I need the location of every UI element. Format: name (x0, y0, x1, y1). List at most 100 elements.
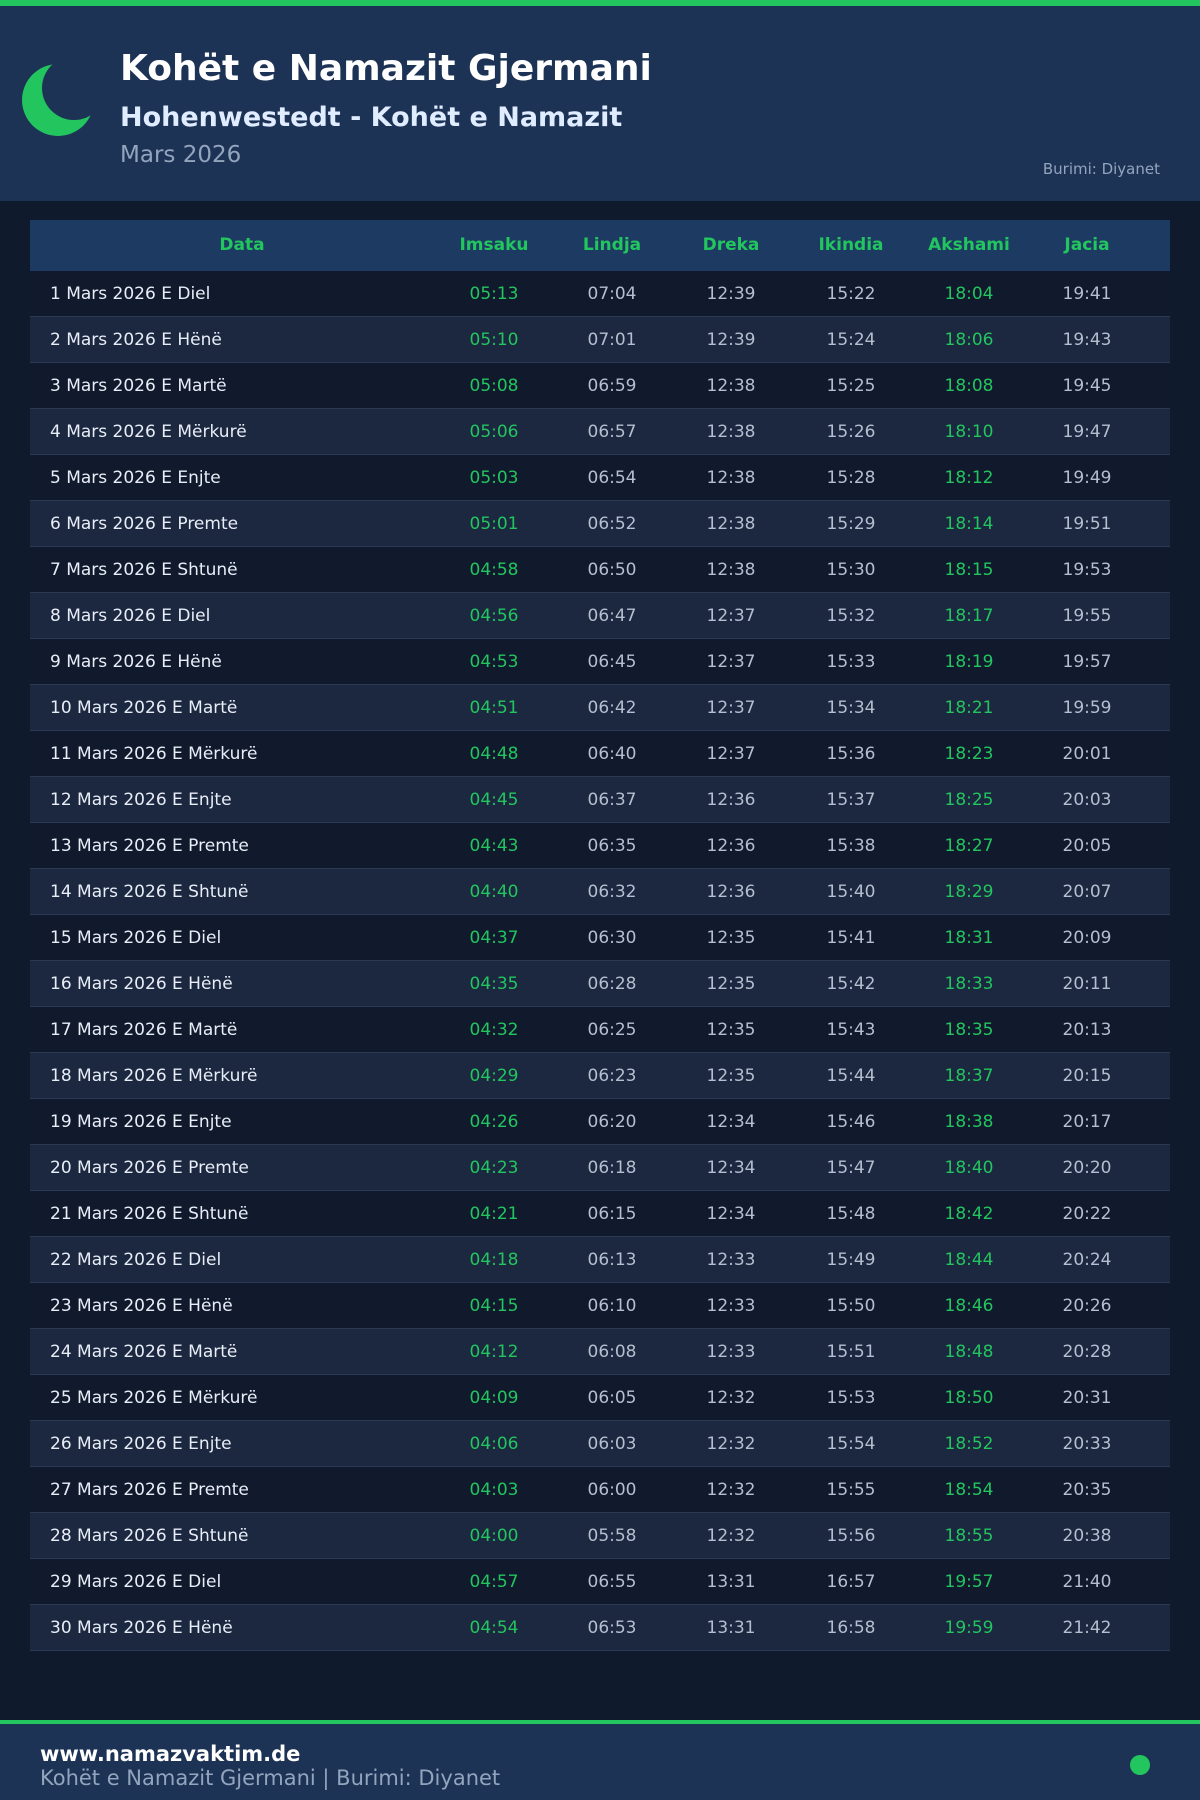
time-cell: 06:37 (587, 790, 637, 810)
time-cell: 19:57 (1062, 652, 1112, 672)
time-cell: 20:17 (1062, 1112, 1112, 1132)
time-cell: 18:19 (944, 652, 994, 672)
time-cell: 20:35 (1062, 1480, 1112, 1500)
time-cell: 12:38 (706, 376, 756, 396)
time-cell: 12:37 (706, 606, 756, 626)
time-cell: 15:50 (826, 1296, 876, 1316)
time-cell: 04:06 (469, 1434, 519, 1454)
table-row: 3 Mars 2026 E Martë 05:08 06:59 12:38 15:25 1… (30, 363, 1170, 409)
time-cell: 12:35 (706, 1020, 756, 1040)
table-row: 17 Mars 2026 E Martë 04:32 06:25 12:35 15:43… (30, 1007, 1170, 1053)
time-cell: 07:04 (587, 284, 637, 304)
footer-site[interactable]: www.namazvaktim.de (40, 1742, 301, 1766)
column-header: Jacia (1064, 235, 1110, 255)
time-cell: 19:43 (1062, 330, 1112, 350)
time-cell: 04:12 (469, 1342, 519, 1362)
time-cell: 12:38 (706, 514, 756, 534)
header (0, 6, 1200, 201)
time-cell: 20:20 (1062, 1158, 1112, 1178)
time-cell: 05:06 (469, 422, 519, 442)
time-cell: 12:32 (706, 1480, 756, 1500)
time-cell: 15:56 (826, 1526, 876, 1546)
time-cell: 20:13 (1062, 1020, 1112, 1040)
date-cell: 12 Mars 2026 E Enjte (50, 790, 232, 810)
table-row: 24 Mars 2026 E Martë 04:12 06:08 12:33 15:51… (30, 1329, 1170, 1375)
table-row: 28 Mars 2026 E Shtunë 04:00 05:58 12:32 15:5… (30, 1513, 1170, 1559)
time-cell: 15:55 (826, 1480, 876, 1500)
time-cell: 18:48 (944, 1342, 994, 1362)
time-cell: 04:29 (469, 1066, 519, 1086)
date-cell: 8 Mars 2026 E Diel (50, 606, 211, 626)
time-cell: 06:54 (587, 468, 637, 488)
time-cell: 15:54 (826, 1434, 876, 1454)
time-cell: 06:50 (587, 560, 637, 580)
time-cell: 06:18 (587, 1158, 637, 1178)
footer-text: Kohët e Namazit Gjermani | Burimi: Diyan… (40, 1766, 501, 1790)
time-cell: 19:55 (1062, 606, 1112, 626)
time-cell: 04:43 (469, 836, 519, 856)
time-cell: 18:40 (944, 1158, 994, 1178)
time-cell: 12:33 (706, 1250, 756, 1270)
time-cell: 06:25 (587, 1020, 637, 1040)
time-cell: 06:13 (587, 1250, 637, 1270)
time-cell: 18:27 (944, 836, 994, 856)
date-cell: 9 Mars 2026 E Hënë (50, 652, 222, 672)
time-cell: 20:11 (1062, 974, 1112, 994)
time-cell: 12:34 (706, 1112, 756, 1132)
time-cell: 12:32 (706, 1434, 756, 1454)
date-cell: 2 Mars 2026 E Hënë (50, 330, 222, 350)
time-cell: 06:52 (587, 514, 637, 534)
time-cell: 18:52 (944, 1434, 994, 1454)
time-cell: 04:18 (469, 1250, 519, 1270)
time-cell: 18:38 (944, 1112, 994, 1132)
time-cell: 18:06 (944, 330, 994, 350)
time-cell: 04:23 (469, 1158, 519, 1178)
time-cell: 13:31 (706, 1618, 756, 1638)
time-cell: 18:29 (944, 882, 994, 902)
time-cell: 06:35 (587, 836, 637, 856)
time-cell: 12:34 (706, 1204, 756, 1224)
time-cell: 18:50 (944, 1388, 994, 1408)
time-cell: 19:57 (944, 1572, 994, 1592)
table-row: 11 Mars 2026 E Mërkurë 04:48 06:40 12:37 15:… (30, 731, 1170, 777)
time-cell: 04:26 (469, 1112, 519, 1132)
time-cell: 04:15 (469, 1296, 519, 1316)
time-cell: 19:59 (1062, 698, 1112, 718)
time-cell: 12:35 (706, 974, 756, 994)
time-cell: 18:33 (944, 974, 994, 994)
time-cell: 07:01 (587, 330, 637, 350)
table-row: 2 Mars 2026 E Hënë 05:10 07:01 12:39 15:24 18… (30, 317, 1170, 363)
table-row: 14 Mars 2026 E Shtunë 04:40 06:32 12:36 15:4… (30, 869, 1170, 915)
time-cell: 15:28 (826, 468, 876, 488)
time-cell: 12:39 (706, 330, 756, 350)
time-cell: 12:36 (706, 790, 756, 810)
date-cell: 21 Mars 2026 E Shtunë (50, 1204, 249, 1224)
time-cell: 15:25 (826, 376, 876, 396)
table-row: 8 Mars 2026 E Diel 04:56 06:47 12:37 15:32 18… (30, 593, 1170, 639)
time-cell: 06:10 (587, 1296, 637, 1316)
time-cell: 18:08 (944, 376, 994, 396)
time-cell: 13:31 (706, 1572, 756, 1592)
time-cell: 06:45 (587, 652, 637, 672)
date-cell: 7 Mars 2026 E Shtunë (50, 560, 238, 580)
time-cell: 15:30 (826, 560, 876, 580)
time-cell: 15:44 (826, 1066, 876, 1086)
time-cell: 20:15 (1062, 1066, 1112, 1086)
table-row: 7 Mars 2026 E Shtunë 04:58 06:50 12:38 15:30… (30, 547, 1170, 593)
table-row: 18 Mars 2026 E Mërkurë 04:29 06:23 12:35 15:… (30, 1053, 1170, 1099)
time-cell: 15:41 (826, 928, 876, 948)
time-cell: 04:45 (469, 790, 519, 810)
time-cell: 06:28 (587, 974, 637, 994)
time-cell: 04:21 (469, 1204, 519, 1224)
time-cell: 19:59 (944, 1618, 994, 1638)
date-cell: 18 Mars 2026 E Mërkurë (50, 1066, 258, 1086)
time-cell: 06:40 (587, 744, 637, 764)
time-cell: 15:33 (826, 652, 876, 672)
time-cell: 15:26 (826, 422, 876, 442)
time-cell: 15:43 (826, 1020, 876, 1040)
time-cell: 15:40 (826, 882, 876, 902)
date-cell: 10 Mars 2026 E Martë (50, 698, 238, 718)
time-cell: 15:53 (826, 1388, 876, 1408)
time-cell: 12:32 (706, 1526, 756, 1546)
time-cell: 12:39 (706, 284, 756, 304)
